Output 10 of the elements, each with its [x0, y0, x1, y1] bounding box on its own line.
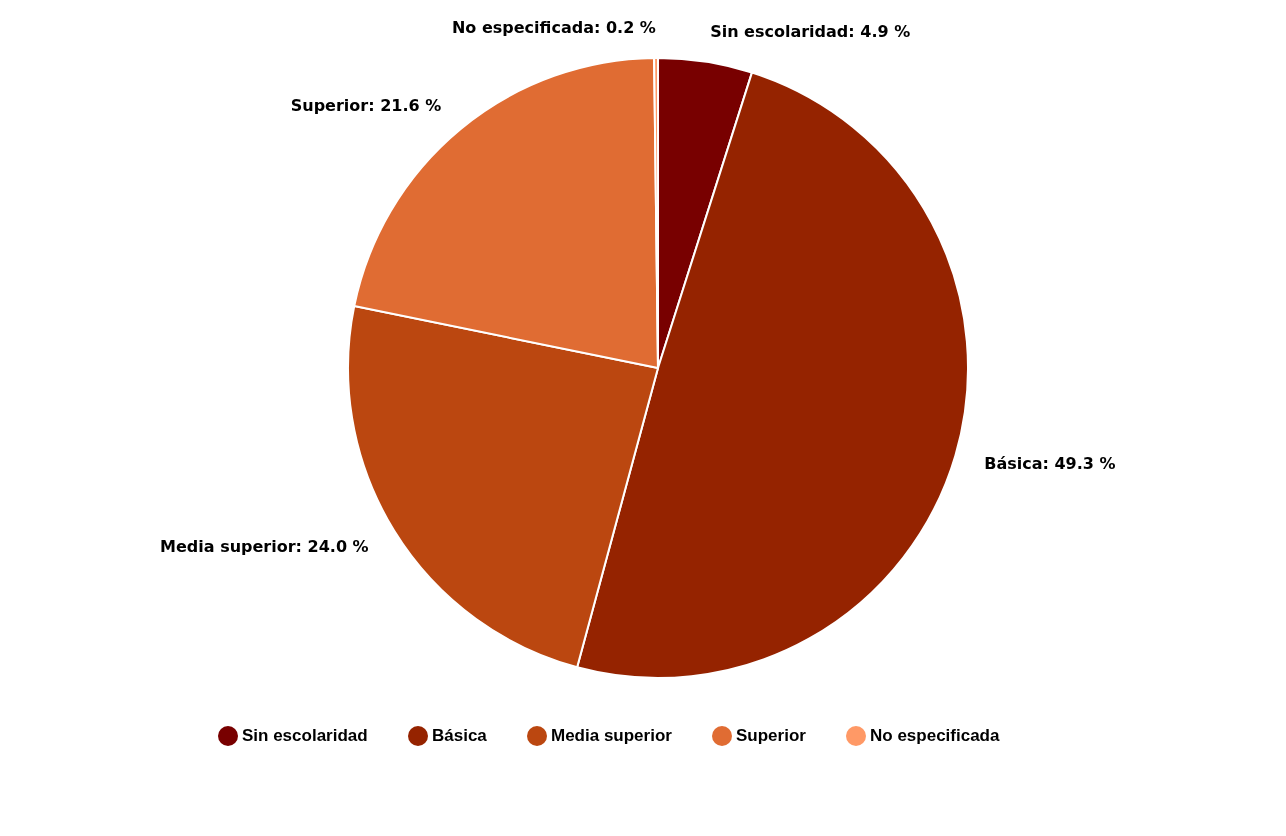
category-label: Media superior: 24.0 %: [160, 536, 369, 556]
category-label: Sin escolaridad: 4.9 %: [710, 22, 911, 42]
category-label: Básica: 49.3 %: [984, 453, 1116, 473]
legend-label: Media superior: [551, 726, 673, 745]
category-label: Superior: 21.6 %: [290, 96, 442, 116]
legend-label: Superior: [736, 726, 807, 745]
legend-label: Sin escolaridad: [242, 726, 368, 745]
category-label: No especificada: 0.2 %: [451, 18, 656, 38]
legend-label: No especificada: [870, 726, 1000, 745]
legend-label: Básica: [432, 726, 488, 745]
